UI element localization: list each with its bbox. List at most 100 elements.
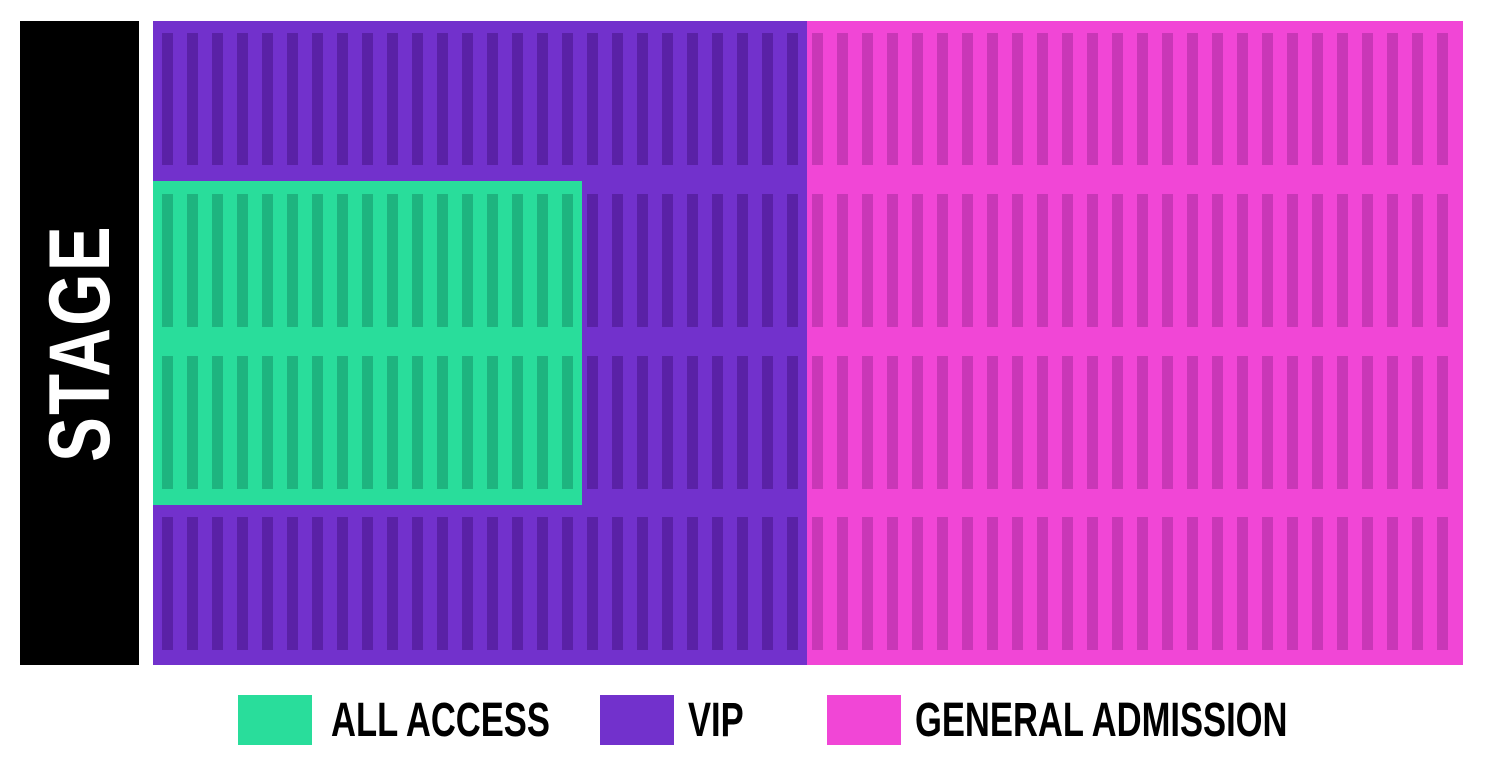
seat-stripe-vip <box>312 517 323 650</box>
seat-stripe-general-admission <box>862 194 873 327</box>
seat-stripe-vip <box>762 33 773 165</box>
seat-stripe-general-admission <box>1012 356 1023 489</box>
seat-stripe-general-admission <box>1087 194 1098 327</box>
seat-stripe-general-admission <box>1162 194 1173 327</box>
seat-stripe-all-access <box>537 194 548 327</box>
seat-stripe-vip <box>437 33 448 165</box>
seat-stripe-general-admission <box>1037 356 1048 489</box>
seat-stripe-vip <box>337 517 348 650</box>
seat-stripe-general-admission <box>1262 33 1273 165</box>
seat-stripe-general-admission <box>937 517 948 650</box>
seat-stripe-general-admission <box>1362 33 1373 165</box>
seat-stripe-vip <box>312 33 323 165</box>
seat-stripe-vip <box>237 33 248 165</box>
seat-stripe-general-admission <box>1037 194 1048 327</box>
seat-stripe-vip <box>712 194 723 327</box>
seat-stripe-general-admission <box>1287 356 1298 489</box>
seat-stripe-vip <box>787 356 798 489</box>
seat-stripe-general-admission <box>862 356 873 489</box>
seat-stripe-vip <box>162 33 173 165</box>
seat-stripe-general-admission <box>1412 517 1423 650</box>
seat-stripe-general-admission <box>912 194 923 327</box>
seat-stripe-all-access <box>512 194 523 327</box>
seat-stripe-general-admission <box>1137 33 1148 165</box>
seat-stripe-vip <box>637 517 648 650</box>
seat-stripe-general-admission <box>1312 356 1323 489</box>
seat-stripe-general-admission <box>1362 194 1373 327</box>
seat-stripe-general-admission <box>1087 517 1098 650</box>
seat-stripe-vip <box>387 33 398 165</box>
legend-swatch-general-admission <box>827 695 901 745</box>
seat-stripe-general-admission <box>887 33 898 165</box>
seat-stripe-vip <box>712 356 723 489</box>
seat-stripe-general-admission <box>1262 194 1273 327</box>
seat-stripe-general-admission <box>1362 356 1373 489</box>
seat-stripe-general-admission <box>812 194 823 327</box>
seat-stripe-general-admission <box>1012 33 1023 165</box>
seat-stripe-general-admission <box>837 33 848 165</box>
seat-stripe-vip <box>662 517 673 650</box>
seat-stripe-general-admission <box>1437 194 1448 327</box>
seat-stripe-vip <box>362 33 373 165</box>
seat-stripe-vip <box>637 194 648 327</box>
seat-stripe-all-access <box>512 356 523 489</box>
seat-stripe-all-access <box>187 194 198 327</box>
seat-stripe-general-admission <box>1062 194 1073 327</box>
seat-stripe-vip <box>187 517 198 650</box>
seat-stripe-general-admission <box>1287 33 1298 165</box>
seat-stripe-vip <box>612 33 623 165</box>
seat-stripe-general-admission <box>1237 33 1248 165</box>
seat-stripe-general-admission <box>937 356 948 489</box>
seat-stripe-general-admission <box>862 33 873 165</box>
seat-stripe-vip <box>687 194 698 327</box>
seat-stripe-all-access <box>312 356 323 489</box>
seat-stripe-general-admission <box>1312 517 1323 650</box>
seat-stripe-all-access <box>287 356 298 489</box>
seat-stripe-vip <box>687 33 698 165</box>
seat-stripe-vip <box>587 356 598 489</box>
seat-stripe-all-access <box>437 194 448 327</box>
seat-stripe-vip <box>337 33 348 165</box>
seat-stripe-general-admission <box>1037 517 1048 650</box>
seat-stripe-vip <box>262 33 273 165</box>
seat-stripe-vip <box>737 356 748 489</box>
seat-stripe-general-admission <box>1412 356 1423 489</box>
seat-stripe-vip <box>412 33 423 165</box>
seat-stripe-general-admission <box>1287 194 1298 327</box>
seat-stripe-general-admission <box>1187 194 1198 327</box>
seat-stripe-general-admission <box>987 517 998 650</box>
seat-stripe-vip <box>762 517 773 650</box>
seat-stripe-general-admission <box>1162 33 1173 165</box>
seat-stripe-general-admission <box>987 356 998 489</box>
seat-stripe-general-admission <box>1387 356 1398 489</box>
seat-stripe-general-admission <box>1212 33 1223 165</box>
seat-stripe-general-admission <box>962 194 973 327</box>
seat-stripe-general-admission <box>1012 517 1023 650</box>
seat-stripe-general-admission <box>987 194 998 327</box>
seat-stripe-general-admission <box>1137 356 1148 489</box>
seat-stripe-general-admission <box>1262 356 1273 489</box>
seat-stripe-general-admission <box>1187 33 1198 165</box>
seat-stripe-general-admission <box>1362 517 1373 650</box>
seat-stripe-vip <box>162 517 173 650</box>
seat-stripe-general-admission <box>1437 33 1448 165</box>
seat-stripe-general-admission <box>1387 33 1398 165</box>
seat-stripe-general-admission <box>887 356 898 489</box>
seat-stripe-general-admission <box>912 356 923 489</box>
seat-stripe-general-admission <box>1412 194 1423 327</box>
seat-stripe-vip <box>712 33 723 165</box>
seat-stripe-vip <box>537 33 548 165</box>
seat-stripe-general-admission <box>912 33 923 165</box>
seat-stripe-vip <box>662 194 673 327</box>
seat-stripe-general-admission <box>962 356 973 489</box>
seat-stripe-general-admission <box>1062 517 1073 650</box>
seat-stripe-general-admission <box>1237 356 1248 489</box>
seat-stripe-vip <box>637 356 648 489</box>
seat-stripe-general-admission <box>1262 517 1273 650</box>
seat-stripe-general-admission <box>1387 517 1398 650</box>
seat-stripe-all-access <box>537 356 548 489</box>
seat-stripe-vip <box>562 517 573 650</box>
seat-stripe-general-admission <box>1212 194 1223 327</box>
seat-stripe-vip <box>787 194 798 327</box>
seat-stripe-vip <box>537 517 548 650</box>
